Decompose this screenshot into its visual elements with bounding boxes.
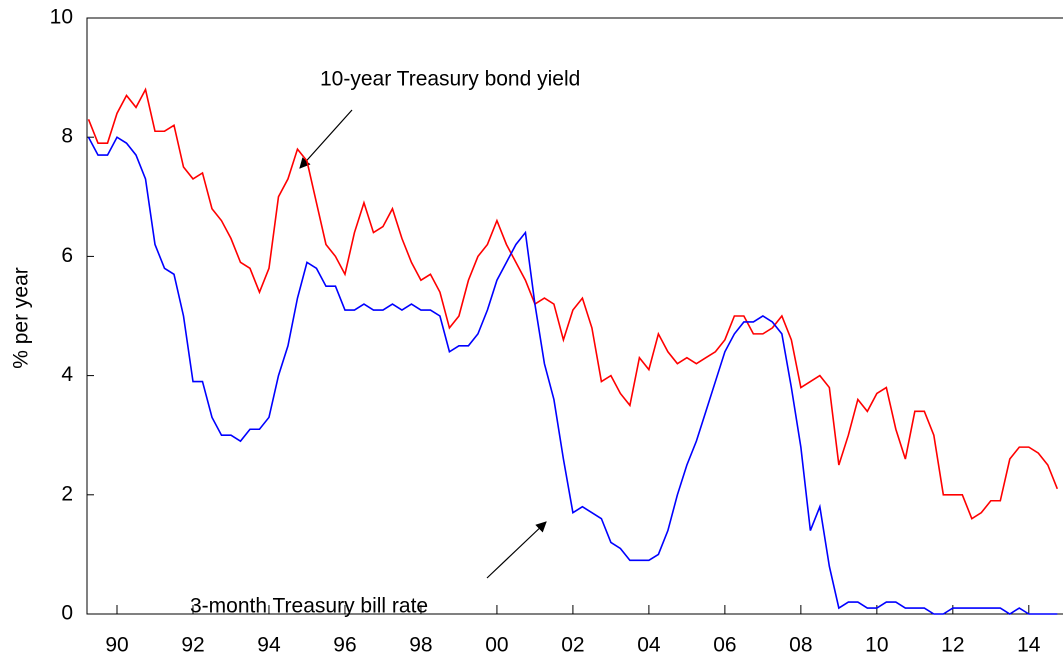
x-tick-label: 94 xyxy=(257,634,281,657)
x-tick-label: 02 xyxy=(561,634,584,657)
x-tick-label: 98 xyxy=(409,634,432,657)
x-tick-label: 14 xyxy=(1017,634,1041,657)
annotation: 3-month Treasury bill rate xyxy=(190,595,428,618)
x-tick-label: 04 xyxy=(637,634,661,657)
data-line xyxy=(87,136,1058,615)
plot-frame xyxy=(86,17,1063,615)
annotation: 10-year Treasury bond yield xyxy=(320,68,580,91)
y-axis-label: % per year xyxy=(10,267,33,369)
y-tick-label: 0 xyxy=(61,602,73,625)
y-tick-label: 8 xyxy=(61,125,73,148)
annotation-arrow xyxy=(486,521,547,579)
y-tick-label: 4 xyxy=(61,363,73,386)
x-tick-label: 08 xyxy=(789,634,812,657)
x-tick-label: 96 xyxy=(333,634,356,657)
x-tick-label: 00 xyxy=(485,634,508,657)
y-tick-label: 6 xyxy=(61,244,73,267)
x-tick-label: 90 xyxy=(105,634,128,657)
y-tick-label: 2 xyxy=(61,482,73,505)
x-tick-label: 92 xyxy=(181,634,204,657)
x-tick-label: 10 xyxy=(865,634,888,657)
data-line xyxy=(87,87,1059,520)
annotation-arrow xyxy=(299,109,353,169)
y-tick-label: 10 xyxy=(50,6,73,29)
x-tick-label: 12 xyxy=(941,634,964,657)
x-tick-label: 06 xyxy=(713,634,736,657)
